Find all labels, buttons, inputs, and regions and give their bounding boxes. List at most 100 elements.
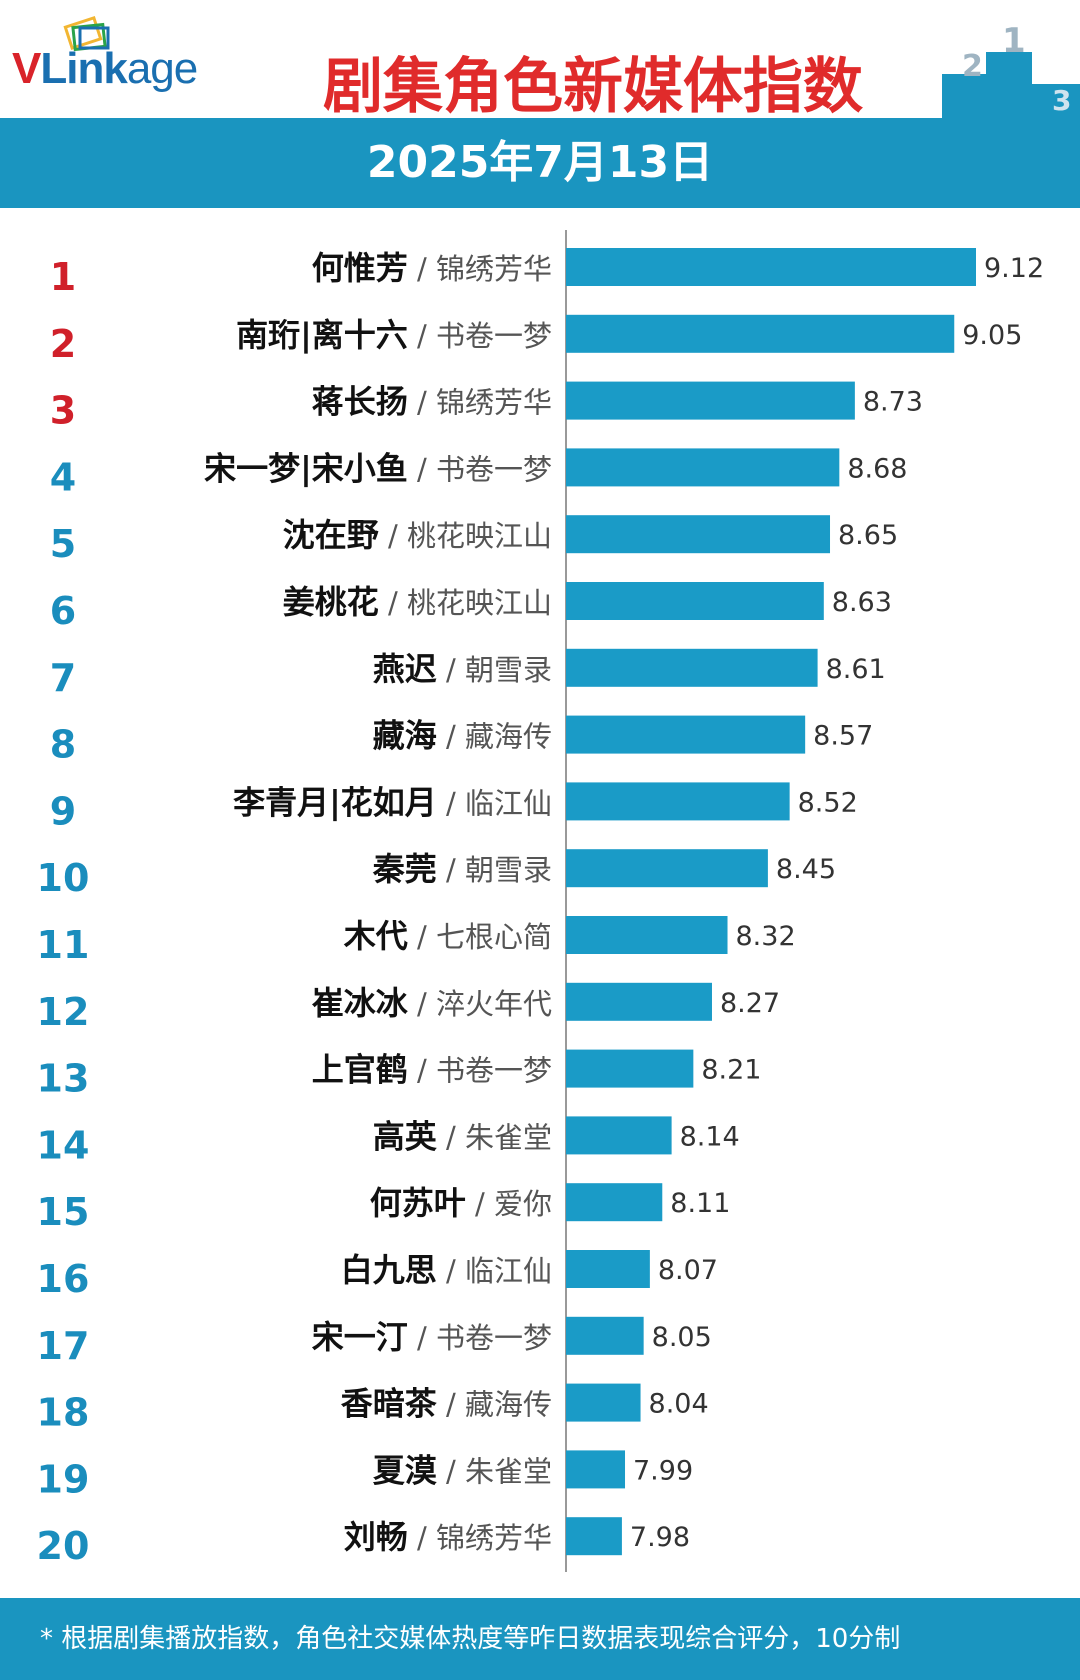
show-name: 锦绣芳华 bbox=[436, 386, 552, 420]
show-name: 朝雪录 bbox=[465, 653, 552, 687]
value-label: 8.32 bbox=[736, 921, 796, 952]
bar bbox=[566, 582, 824, 620]
separator: / bbox=[437, 853, 465, 887]
category-label: 何苏叶 / 爱你 bbox=[370, 1184, 552, 1222]
separator: / bbox=[437, 1388, 465, 1422]
bar bbox=[566, 715, 806, 754]
rank-number: 4 bbox=[50, 455, 76, 499]
separator: / bbox=[437, 1120, 465, 1154]
svg-text:3: 3 bbox=[1052, 84, 1071, 117]
rank-number: 16 bbox=[37, 1257, 90, 1301]
page-title: 剧集角色新媒体指数 bbox=[323, 52, 863, 122]
category-label: 香暗茶 / 藏海传 bbox=[341, 1385, 552, 1423]
category-label: 何惟芳 / 锦绣芳华 bbox=[312, 249, 552, 287]
value-label: 7.99 bbox=[633, 1455, 693, 1486]
separator: / bbox=[408, 252, 436, 286]
character-name: 木代 bbox=[343, 917, 408, 955]
rank-number: 9 bbox=[50, 789, 76, 833]
value-label: 8.68 bbox=[847, 453, 907, 484]
bar bbox=[566, 248, 976, 286]
value-label: 8.63 bbox=[832, 587, 892, 618]
character-name: 白九思 bbox=[341, 1251, 437, 1289]
show-name: 临江仙 bbox=[465, 1254, 552, 1288]
bar bbox=[566, 916, 728, 954]
category-label: 木代 / 七根心简 bbox=[343, 917, 552, 955]
character-name: 李青月|花如月 bbox=[233, 783, 437, 822]
value-label: 8.73 bbox=[863, 387, 923, 418]
bar bbox=[566, 1049, 694, 1088]
character-name: 藏海 bbox=[373, 717, 437, 755]
category-label: 蒋长扬 / 锦绣芳华 bbox=[312, 383, 552, 421]
show-name: 书卷一梦 bbox=[436, 319, 552, 353]
category-label: 宋一汀 / 书卷一梦 bbox=[312, 1318, 552, 1356]
rank-number: 1 bbox=[50, 255, 76, 299]
rank-number: 11 bbox=[37, 923, 90, 967]
value-label: 8.21 bbox=[701, 1055, 761, 1086]
category-label: 沈在野 / 桃花映江山 bbox=[283, 516, 552, 554]
show-name: 桃花映江山 bbox=[407, 586, 552, 620]
rank-number: 18 bbox=[37, 1391, 90, 1435]
character-name: 宋一梦|宋小鱼 bbox=[204, 449, 408, 488]
character-name: 何惟芳 bbox=[312, 249, 408, 287]
rank-number: 10 bbox=[37, 856, 90, 900]
rank-number: 2 bbox=[50, 322, 76, 366]
separator: / bbox=[408, 1521, 436, 1555]
category-label: 姜桃花 / 桃花映江山 bbox=[283, 583, 552, 621]
show-name: 锦绣芳华 bbox=[436, 252, 552, 286]
rank-number: 15 bbox=[37, 1190, 90, 1234]
rank-number: 19 bbox=[37, 1457, 90, 1501]
category-label: 宋一梦|宋小鱼 / 书卷一梦 bbox=[204, 449, 552, 488]
header: VLinkage 剧集角色新媒体指数 2 1 3 bbox=[0, 0, 1080, 122]
value-label: 8.65 bbox=[838, 520, 898, 551]
show-name: 爱你 bbox=[494, 1187, 552, 1221]
separator: / bbox=[437, 653, 465, 687]
category-label: 夏漠 / 朱雀堂 bbox=[373, 1451, 552, 1489]
character-name: 沈在野 bbox=[283, 516, 379, 554]
bar bbox=[566, 782, 790, 821]
bar bbox=[566, 1383, 641, 1422]
show-name: 书卷一梦 bbox=[436, 1054, 552, 1088]
category-label: 上官鹤 / 书卷一梦 bbox=[312, 1051, 552, 1089]
bar bbox=[566, 1517, 622, 1556]
rank-number: 14 bbox=[37, 1123, 90, 1167]
character-name: 刘畅 bbox=[344, 1518, 408, 1556]
rank-number: 7 bbox=[50, 656, 76, 700]
value-label: 8.52 bbox=[798, 787, 858, 818]
category-label: 崔冰冰 / 淬火年代 bbox=[312, 984, 552, 1022]
category-label: 白九思 / 临江仙 bbox=[341, 1251, 552, 1289]
category-label: 李青月|花如月 / 临江仙 bbox=[233, 783, 552, 822]
date-banner: 2025年7月13日 bbox=[0, 118, 1080, 208]
character-name: 南珩|离十六 bbox=[236, 316, 408, 355]
bar bbox=[566, 381, 855, 420]
show-name: 藏海传 bbox=[465, 720, 552, 754]
podium-icon: 2 1 3 bbox=[942, 21, 1080, 118]
category-label: 高英 / 朱雀堂 bbox=[373, 1117, 552, 1155]
separator: / bbox=[466, 1187, 494, 1221]
show-name: 书卷一梦 bbox=[436, 1321, 552, 1355]
separator: / bbox=[408, 386, 436, 420]
show-name: 七根心简 bbox=[436, 920, 552, 954]
value-label: 8.04 bbox=[649, 1389, 709, 1420]
separator: / bbox=[437, 1254, 465, 1288]
show-name: 朝雪录 bbox=[465, 853, 552, 887]
category-label: 燕迟 / 朝雪录 bbox=[373, 650, 552, 688]
bar bbox=[566, 515, 831, 554]
rank-number: 3 bbox=[50, 389, 76, 433]
svg-text:2: 2 bbox=[962, 49, 983, 84]
rank-number: 20 bbox=[37, 1524, 90, 1568]
bar bbox=[566, 648, 818, 687]
value-label: 8.05 bbox=[652, 1322, 712, 1353]
category-label: 秦莞 / 朝雪录 bbox=[372, 850, 552, 888]
value-label: 9.05 bbox=[962, 320, 1022, 351]
bar bbox=[566, 982, 712, 1021]
value-label: 8.14 bbox=[680, 1121, 740, 1152]
separator: / bbox=[437, 720, 465, 754]
bar bbox=[566, 1183, 663, 1222]
separator: / bbox=[437, 786, 465, 820]
value-label: 8.45 bbox=[776, 854, 836, 885]
show-name: 桃花映江山 bbox=[407, 519, 552, 553]
show-name: 淬火年代 bbox=[436, 987, 552, 1021]
bar bbox=[566, 1450, 626, 1489]
character-name: 高英 bbox=[373, 1117, 438, 1155]
character-name: 宋一汀 bbox=[312, 1318, 408, 1356]
